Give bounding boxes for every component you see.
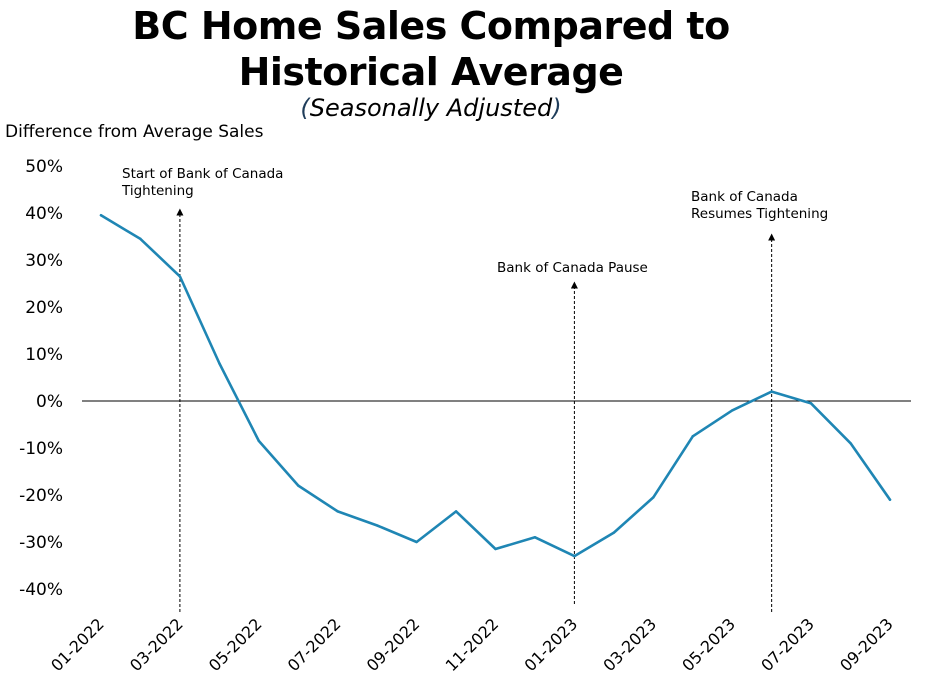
- data-point: [770, 390, 773, 393]
- x-tick-label: 11-2022: [442, 614, 503, 675]
- data-point: [178, 275, 182, 278]
- chart-title-line1: BC Home Sales Compared to: [132, 4, 730, 48]
- x-tick-label: 09-2023: [836, 614, 897, 675]
- annotation-label: Bank of Canada Pause: [497, 260, 648, 276]
- chart-title-line2: Historical Average: [238, 50, 624, 94]
- x-tick-label: 07-2023: [757, 614, 818, 675]
- y-tick-label: 30%: [25, 251, 63, 271]
- y-axis-label: Difference from Average Sales: [5, 122, 264, 142]
- data-point: [139, 237, 142, 241]
- x-tick-label: 01-2023: [521, 614, 582, 675]
- data-point: [533, 536, 537, 539]
- data-point: [375, 524, 379, 527]
- x-tick-label: 09-2022: [363, 614, 424, 675]
- data-point: [336, 510, 339, 513]
- chart-subtitle-text: Seasonally Adjusted: [309, 94, 553, 122]
- y-tick-label: 50%: [25, 157, 63, 177]
- y-tick-label: 0%: [36, 392, 63, 412]
- annotation-label: Resumes Tightening: [691, 206, 828, 222]
- chart-subtitle: (Seasonally Adjusted): [300, 94, 562, 122]
- data-point: [849, 442, 852, 445]
- annotation-label: Start of Bank of Canada: [122, 166, 283, 182]
- data-point: [494, 547, 497, 551]
- x-tick-label: 05-2022: [205, 614, 266, 675]
- y-tick-label: -40%: [19, 580, 63, 600]
- y-tick-label: -10%: [19, 439, 63, 459]
- x-tick-label: 03-2022: [126, 614, 187, 675]
- annotation-label: Bank of Canada: [691, 189, 798, 205]
- annotation-label: Tightening: [121, 183, 194, 199]
- data-point: [888, 498, 892, 501]
- y-tick-label: 20%: [25, 298, 63, 318]
- data-point: [99, 214, 103, 217]
- data-point: [652, 496, 655, 499]
- data-point: [257, 439, 260, 443]
- y-tick-label: -20%: [19, 486, 63, 506]
- data-point: [573, 554, 576, 558]
- x-tick-label: 03-2023: [599, 614, 660, 675]
- data-point: [612, 531, 616, 534]
- data-point: [691, 435, 694, 438]
- data-point: [415, 540, 418, 544]
- y-tick-label: -30%: [19, 533, 63, 553]
- y-tick-label: 10%: [25, 345, 63, 365]
- data-point: [809, 402, 813, 405]
- x-tick-label: 05-2023: [678, 614, 739, 675]
- y-tick-label: 40%: [25, 204, 63, 224]
- data-point: [454, 510, 458, 513]
- data-point: [731, 409, 734, 412]
- x-tick-label: 07-2022: [284, 614, 345, 675]
- data-point: [297, 484, 300, 487]
- data-point: [218, 362, 221, 365]
- x-tick-label: 01-2022: [47, 614, 108, 675]
